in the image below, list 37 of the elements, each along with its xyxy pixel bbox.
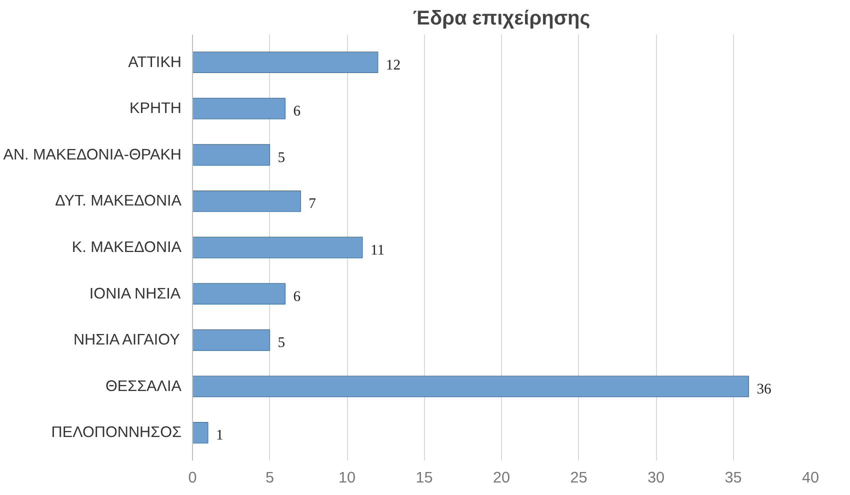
bar: [192, 329, 270, 351]
y-tick-label: ΙΟΝΙΑ ΝΗΣΙΑ: [89, 285, 182, 302]
data-label: 7: [308, 196, 316, 212]
x-tick-label: 15: [416, 470, 433, 486]
bar: [192, 52, 378, 73]
y-tick-label: ΠΕΛΟΠΟΝΝΗΣΟΣ: [51, 424, 182, 442]
data-label: 5: [278, 335, 286, 352]
x-tick-label: 0: [188, 470, 197, 486]
x-tick-label: 10: [338, 470, 356, 486]
chart-title: Έδρα επιχείρησης: [412, 8, 590, 30]
y-tick-label: ΑΤΤΙΚΗ: [128, 54, 182, 71]
data-label: 6: [293, 104, 301, 120]
x-tick-label: 20: [492, 470, 510, 486]
x-tick-label: 25: [570, 470, 588, 486]
y-tick-label: ΔΥΤ. ΜΑΚΕΔΟΝΙΑ: [55, 192, 182, 210]
bar: [192, 98, 286, 120]
bar: [192, 422, 208, 444]
y-tick-label: ΚΡΗΤΗ: [130, 100, 182, 118]
x-tick-label: 40: [802, 470, 820, 486]
bar: [192, 144, 270, 166]
data-label: 12: [386, 57, 401, 74]
data-label: 6: [293, 288, 301, 305]
bar: [192, 236, 363, 258]
bar: [192, 283, 286, 305]
x-tick-label: 30: [647, 470, 665, 486]
data-label: 36: [756, 381, 772, 398]
y-tick-label: ΑΝ. ΜΑΚΕΔΟΝΙΑ-ΘΡΑΚΗ: [3, 146, 182, 164]
y-tick-label: Κ. ΜΑΚΕΔΟΝΙΑ: [72, 239, 182, 256]
y-tick-label: ΘΕΣΣΑΛΙΑ: [105, 378, 182, 395]
y-tick-label: ΝΗΣΙΑ ΑΙΓΑΙΟΥ: [73, 332, 180, 349]
bar: [192, 190, 301, 212]
data-label: 11: [370, 242, 385, 258]
x-tick-label: 5: [265, 470, 274, 486]
data-label: 5: [278, 150, 286, 166]
bar: [192, 376, 749, 398]
data-label: 1: [216, 428, 224, 444]
x-tick-label: 35: [724, 470, 742, 486]
